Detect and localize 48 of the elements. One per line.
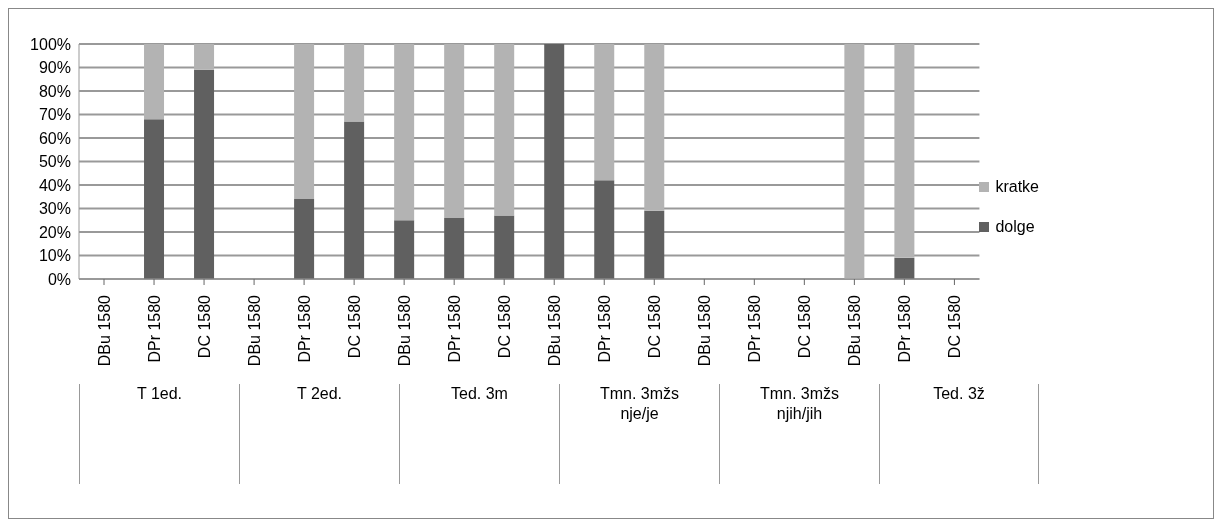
x-tick-label: DC 1580 bbox=[496, 294, 514, 359]
x-tick-label: DBu 1580 bbox=[396, 294, 414, 367]
x-tick-label: DPr 1580 bbox=[296, 294, 314, 363]
x-tick-label: DC 1580 bbox=[346, 294, 364, 359]
x-tick-label: DC 1580 bbox=[196, 294, 214, 359]
y-tick-label: 100% bbox=[30, 35, 71, 53]
bar bbox=[194, 44, 215, 70]
x-tick-label: DC 1580 bbox=[646, 294, 664, 359]
y-tick-label: 60% bbox=[38, 129, 71, 147]
x-tick-label: DC 1580 bbox=[796, 294, 814, 359]
bar bbox=[894, 44, 915, 258]
bar bbox=[644, 44, 665, 211]
y-tick-label: 20% bbox=[38, 223, 71, 241]
y-tick-label: 0% bbox=[47, 270, 71, 288]
text: T 1ed. bbox=[135, 384, 184, 404]
legend-label: dolge bbox=[995, 217, 1035, 236]
bar bbox=[844, 44, 865, 279]
x-tick-label: DPr 1580 bbox=[596, 294, 614, 363]
x-tick-label: DC 1580 bbox=[946, 294, 964, 359]
y-tick-label: 80% bbox=[38, 82, 71, 100]
x-tick-label: DPr 1580 bbox=[896, 294, 914, 363]
legend-label: kratke bbox=[995, 177, 1039, 196]
x-tick-label: DBu 1580 bbox=[96, 294, 114, 367]
text: Tmn. 3mžs nje/je bbox=[598, 384, 681, 424]
bar bbox=[444, 44, 465, 218]
x-tick-label: DBu 1580 bbox=[696, 294, 714, 367]
y-tick-label: 40% bbox=[38, 176, 71, 194]
y-tick-label: 70% bbox=[38, 106, 71, 124]
x-tick-label: DPr 1580 bbox=[746, 294, 764, 363]
text: Tmn. 3mžs njih/jih bbox=[758, 384, 841, 424]
bar bbox=[144, 44, 165, 120]
text: T 2ed. bbox=[295, 384, 344, 404]
x-tick-label: DPr 1580 bbox=[446, 294, 464, 363]
y-tick-label: 50% bbox=[38, 153, 71, 171]
y-tick-label: 10% bbox=[38, 247, 71, 265]
bar bbox=[394, 44, 415, 221]
text: Ted. 3ž bbox=[932, 384, 986, 404]
bar bbox=[294, 44, 315, 200]
x-tick-label: DBu 1580 bbox=[246, 294, 264, 367]
x-tick-label: DBu 1580 bbox=[546, 294, 564, 367]
x-tick-label: DPr 1580 bbox=[146, 294, 164, 363]
bar bbox=[494, 44, 515, 216]
bar bbox=[594, 44, 615, 181]
x-tick-label: DBu 1580 bbox=[846, 294, 864, 367]
y-tick-label: 30% bbox=[38, 200, 71, 218]
bar bbox=[344, 44, 365, 122]
text: Ted. 3m bbox=[450, 384, 509, 404]
y-tick-label: 90% bbox=[38, 59, 71, 77]
